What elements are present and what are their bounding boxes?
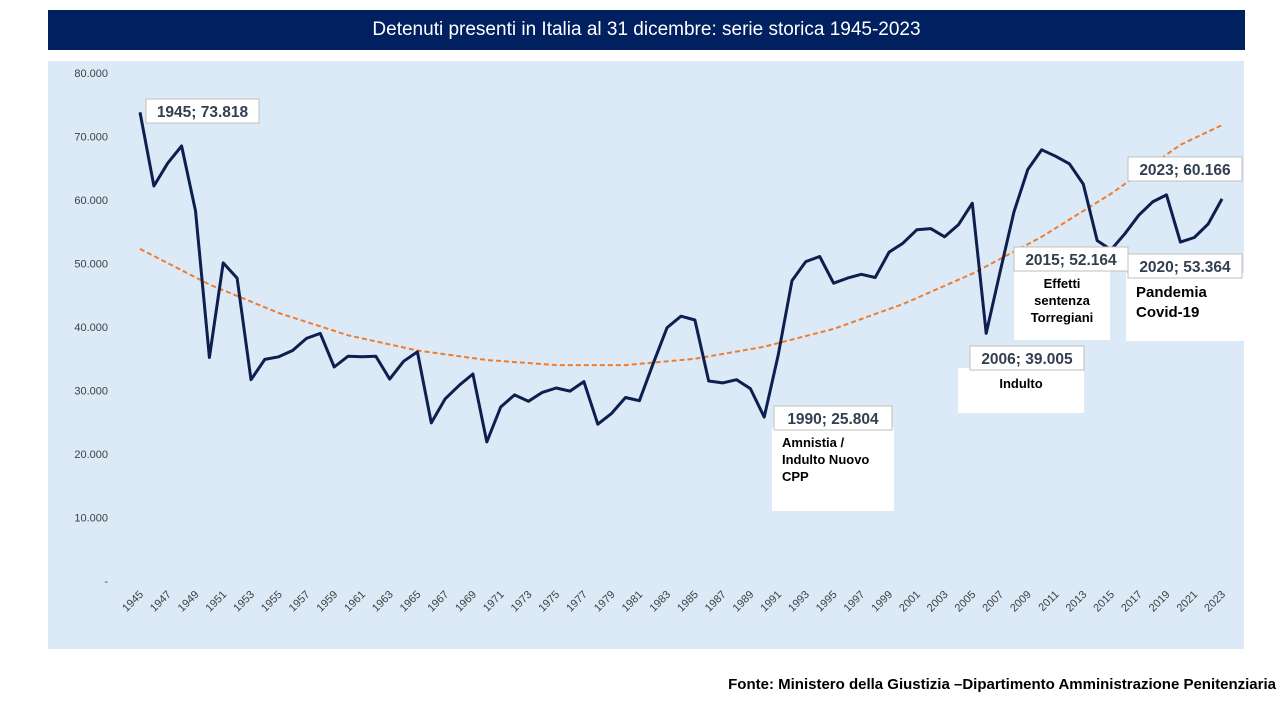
x-tick-label: 1947 xyxy=(148,589,174,615)
source-note: Fonte: Ministero della Giustizia –Dipart… xyxy=(728,676,1276,693)
annotation-label: 2020; 53.364 xyxy=(1139,259,1231,276)
chart-title: Detenuti presenti in Italia al 31 dicemb… xyxy=(48,10,1245,50)
x-tick-label: 1965 xyxy=(398,589,424,615)
x-tick-label: 2005 xyxy=(953,589,979,615)
x-tick-label: 2009 xyxy=(1008,589,1034,615)
annotation-label-box xyxy=(969,345,1085,371)
plot-area: - 10.000 20.000 30.000 40.000 50.000 60.000 70.… xyxy=(48,61,1244,649)
annotation-label-box xyxy=(145,98,260,124)
x-tick-label: 1991 xyxy=(758,589,784,615)
annotation-note-text: CPP xyxy=(782,469,809,484)
x-tick-label: 2011 xyxy=(1036,589,1061,614)
annotation-note-text: Indulto Nuovo xyxy=(782,452,869,467)
x-tick-label: 2019 xyxy=(1147,589,1173,615)
x-tick-label: 1989 xyxy=(731,589,757,615)
x-tick-label: 2001 xyxy=(897,589,923,615)
annotation-label: 1945; 73.818 xyxy=(157,104,249,121)
x-tick-label: 2003 xyxy=(925,589,951,615)
annotation-note-text: Pandemia xyxy=(1136,284,1208,301)
y-tick-label: 70.000 xyxy=(74,132,108,144)
x-tick-label: 2013 xyxy=(1064,589,1090,615)
x-tick-label: 1963 xyxy=(370,589,396,615)
y-tick-label: 10.000 xyxy=(74,513,108,525)
x-tick-label: 1967 xyxy=(426,589,452,615)
x-tick-label: 1995 xyxy=(814,589,840,615)
annotation-note-box xyxy=(1126,273,1244,341)
annotation-label: 2023; 60.166 xyxy=(1139,162,1231,179)
trend-line xyxy=(139,124,1223,367)
y-tick-label: 30.000 xyxy=(74,386,108,398)
x-tick-label: 1985 xyxy=(675,589,701,615)
line-chart: - 10.000 20.000 30.000 40.000 50.000 60.000 70.… xyxy=(74,68,1244,615)
x-tick-label: 2017 xyxy=(1119,589,1145,615)
x-tick-label: 1977 xyxy=(564,589,590,615)
x-tick-label: 1979 xyxy=(592,589,618,615)
x-tick-label: 1997 xyxy=(842,589,868,615)
y-tick-label: 40.000 xyxy=(74,322,108,334)
x-tick-label: 1999 xyxy=(869,589,895,615)
annotation-note-text: sentenza xyxy=(1034,293,1090,308)
x-tick-label: 1973 xyxy=(509,589,535,615)
x-tick-label: 1955 xyxy=(259,589,285,615)
annotation-label: 2006; 39.005 xyxy=(981,351,1073,368)
x-tick-label: 1981 xyxy=(620,589,646,615)
x-tick-label: 1945 xyxy=(120,589,146,615)
x-tick-label: 1957 xyxy=(287,589,313,615)
annotation-note-box xyxy=(1014,268,1110,340)
annotation-note-text: Indulto xyxy=(999,376,1042,391)
annotation-note-box xyxy=(772,427,894,511)
annotation-label: 2015; 52.164 xyxy=(1025,252,1117,269)
annotation-label: 1990; 25.804 xyxy=(787,411,879,428)
y-tick-label: 50.000 xyxy=(74,259,108,271)
y-tick-label: 20.000 xyxy=(74,449,108,461)
series-line xyxy=(138,112,1224,444)
x-tick-label: 1949 xyxy=(176,589,202,615)
x-tick-label: 1969 xyxy=(453,589,479,615)
x-tick-label: 1959 xyxy=(315,589,341,615)
annotation-note-text: Amnistia / xyxy=(782,435,845,450)
x-tick-label: 1971 xyxy=(481,589,507,615)
annotation-label-box xyxy=(1013,246,1129,272)
x-tick-label: 2021 xyxy=(1175,589,1201,615)
x-tick-label: 1983 xyxy=(647,589,673,615)
annotation-note-text: Effetti xyxy=(1044,276,1081,291)
x-tick-label: 1951 xyxy=(204,589,230,615)
y-tick-label: 80.000 xyxy=(74,68,108,80)
x-tick-label: 1987 xyxy=(703,589,729,615)
x-tick-label: 2015 xyxy=(1091,589,1117,615)
x-tick-label: 1975 xyxy=(536,589,562,615)
annotation-note-text: Covid-19 xyxy=(1136,304,1199,321)
annotation-label-box xyxy=(773,405,893,431)
x-tick-label: 1961 xyxy=(342,589,368,615)
y-tick-label: - xyxy=(104,576,108,588)
y-tick-label: 60.000 xyxy=(74,195,108,207)
annotation-note-box xyxy=(958,368,1084,413)
annotation-label-box xyxy=(1127,253,1243,279)
annotation-note-text: Torregiani xyxy=(1031,310,1094,325)
annotation-label-box xyxy=(1127,156,1243,182)
x-tick-label: 1993 xyxy=(786,589,812,615)
x-tick-label: 2007 xyxy=(980,589,1006,615)
x-tick-label: 1953 xyxy=(231,589,257,615)
x-tick-label: 2023 xyxy=(1202,589,1228,615)
